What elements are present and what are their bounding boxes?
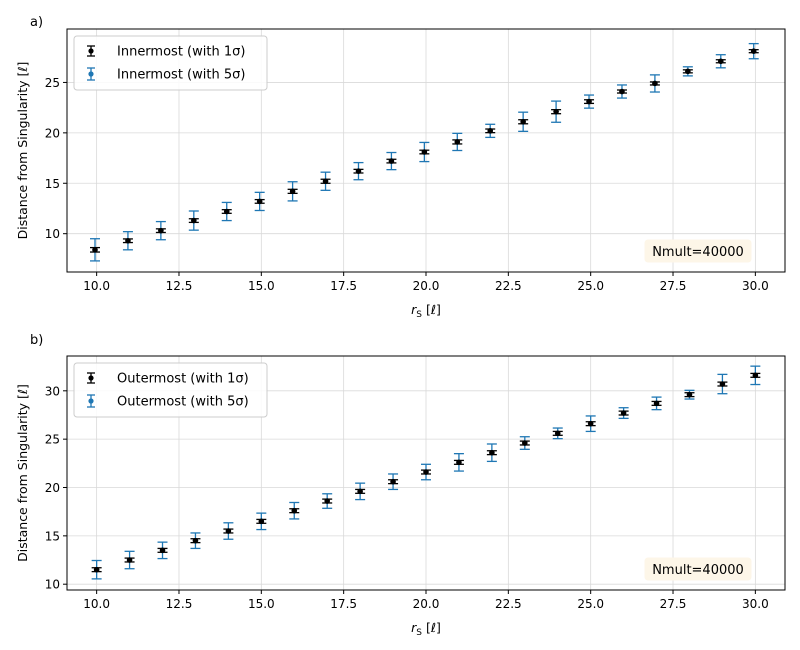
- x-tick-label: 27.5: [660, 597, 687, 611]
- x-tick-label: 20.0: [413, 597, 440, 611]
- y-axis-label: Distance from Singularity [ℓ]: [15, 62, 30, 240]
- plot-frame: [66, 28, 786, 273]
- data-point: [390, 478, 396, 485]
- x-tick-label: 27.5: [660, 279, 687, 293]
- x-tick-label: 22.5: [495, 279, 522, 293]
- x-tick-label: 12.5: [166, 279, 193, 293]
- legend-label: Innermost (with 1σ): [117, 45, 245, 60]
- chart-panel-b: b) 10.0 12.5 15.0 17.5 20.0 22.5 25.0 27.5 30.0 10…: [15, 333, 786, 638]
- data-point: [752, 372, 759, 379]
- x-tick-label: 20.0: [413, 279, 440, 293]
- data-point: [587, 420, 594, 427]
- data-point: [685, 68, 691, 75]
- x-tick-label: 30.0: [742, 597, 769, 611]
- data-point: [522, 440, 528, 446]
- data-point: [192, 537, 199, 544]
- data-point: [456, 459, 462, 466]
- y-tick-label: 20: [45, 481, 60, 495]
- data-point: [258, 518, 265, 525]
- annotation-text: Nmult=40000: [652, 245, 744, 260]
- data-point: [717, 58, 724, 65]
- data-point: [322, 178, 329, 185]
- y-tick-label: 25: [45, 76, 60, 90]
- y-tick-label: 10: [45, 578, 60, 592]
- legend-label: Innermost (with 5σ): [117, 68, 245, 83]
- x-tick-label: 17.5: [330, 279, 357, 293]
- x-tick-label: 22.5: [495, 597, 522, 611]
- data-point: [586, 98, 592, 105]
- data-point: [423, 469, 429, 475]
- data-point: [256, 198, 263, 205]
- x-tick-label: 25.0: [577, 597, 604, 611]
- y-tick-label: 15: [45, 177, 60, 191]
- legend-label: Outermost (with 1σ): [117, 372, 249, 387]
- x-tick-label: 12.5: [166, 597, 193, 611]
- data-point: [421, 149, 428, 155]
- data-point: [159, 547, 166, 554]
- x-tick-label: 15.0: [248, 279, 275, 293]
- y-tick-label: 20: [45, 126, 60, 140]
- data-point: [653, 400, 660, 407]
- y-axis-label: Distance from Singularity [ℓ]: [15, 384, 30, 562]
- data-point: [520, 118, 526, 125]
- plot-frame: [66, 355, 786, 591]
- data-point: [291, 507, 298, 514]
- x-tick-label: 30.0: [742, 279, 769, 293]
- legend-box: [73, 362, 268, 418]
- data-point: [125, 237, 131, 244]
- legend-label: Outermost (with 5σ): [117, 395, 249, 410]
- data-point: [324, 498, 330, 504]
- x-tick-label: 10.0: [83, 597, 110, 611]
- data-point: [126, 557, 133, 563]
- y-tick-label: 25: [45, 433, 60, 447]
- data-point: [357, 488, 363, 495]
- panel-label: b): [30, 333, 43, 348]
- y-tick-label: 30: [45, 384, 60, 398]
- data-point: [750, 48, 757, 54]
- x-axis-label: rS [ℓ]: [411, 302, 441, 320]
- y-tick-label: 10: [45, 227, 60, 241]
- data-point: [554, 430, 561, 437]
- x-tick-label: 25.0: [577, 279, 604, 293]
- data-point: [620, 410, 627, 416]
- data-point: [223, 208, 230, 215]
- data-point: [719, 381, 726, 387]
- x-axis-label: rS [ℓ]: [411, 620, 441, 638]
- panel-label: a): [30, 15, 43, 30]
- data-point: [388, 158, 395, 164]
- annotation-text: Nmult=40000: [652, 563, 744, 578]
- x-tick-label: 10.0: [83, 279, 110, 293]
- x-tick-label: 17.5: [330, 597, 357, 611]
- data-point: [487, 128, 494, 134]
- data-point: [225, 528, 232, 534]
- data-point: [92, 247, 98, 253]
- data-point: [289, 188, 296, 195]
- legend-box: [73, 35, 268, 91]
- chart-panel-a: a) 10.0 12.5 15.0 17.5 20.0 22.5 25.0 27.5 30.0 10…: [15, 15, 786, 320]
- data-point: [454, 139, 461, 145]
- y-tick-label: 15: [45, 529, 60, 543]
- annotation-box: [644, 239, 752, 263]
- data-point: [619, 88, 625, 95]
- data-point: [158, 227, 164, 234]
- data-point: [686, 391, 693, 398]
- legend-marker-icon: [88, 398, 94, 404]
- x-tick-label: 15.0: [248, 597, 275, 611]
- data-point: [652, 80, 658, 87]
- data-point: [191, 217, 197, 224]
- annotation-box: [644, 557, 752, 581]
- data-point: [93, 566, 100, 573]
- data-point: [553, 108, 559, 115]
- legend-marker-icon: [88, 71, 94, 77]
- legend-marker-icon: [88, 48, 94, 54]
- data-point: [355, 168, 362, 174]
- data-point: [489, 449, 495, 456]
- legend-marker-icon: [88, 375, 94, 381]
